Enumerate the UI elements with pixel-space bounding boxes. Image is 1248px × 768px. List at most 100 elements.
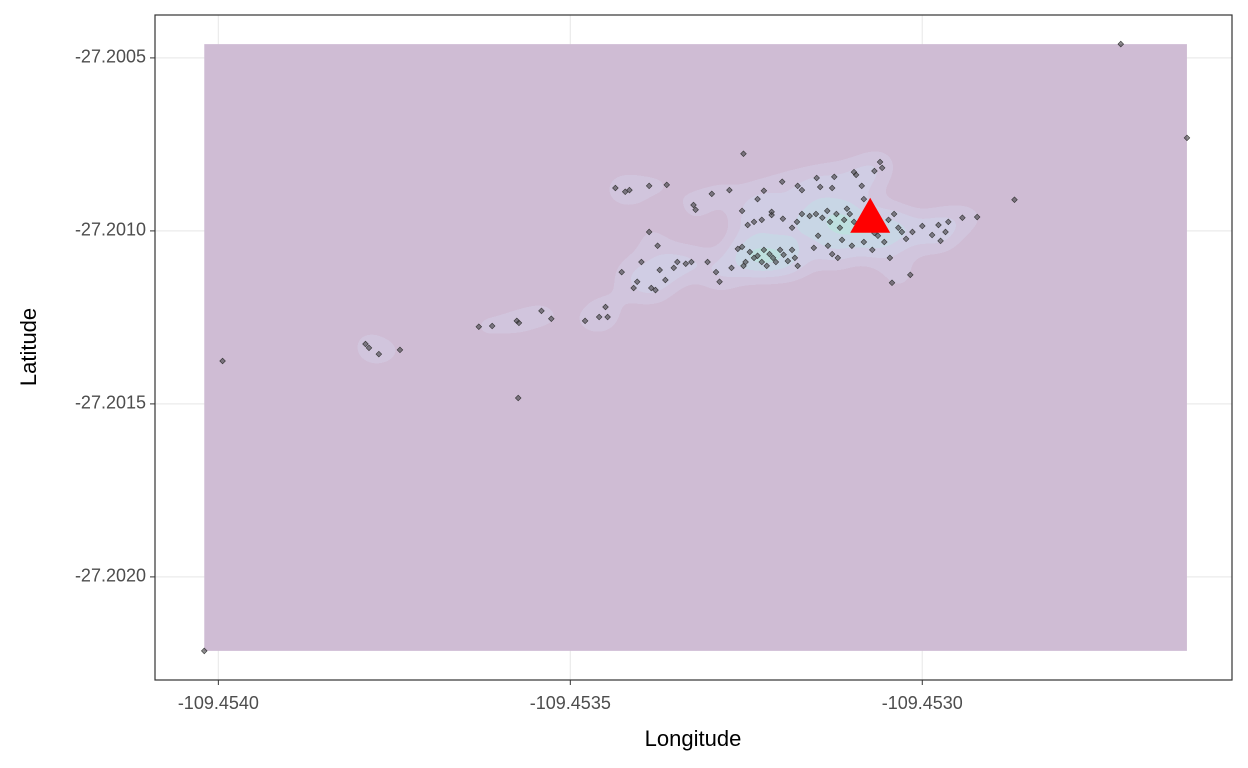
point xyxy=(648,284,655,292)
point xyxy=(907,271,914,279)
point xyxy=(645,228,653,236)
point xyxy=(618,268,625,276)
point xyxy=(810,244,818,252)
point xyxy=(750,218,758,226)
point xyxy=(935,221,942,229)
point xyxy=(630,284,637,292)
point xyxy=(942,228,949,236)
point xyxy=(688,258,695,266)
y-tick-label: -27.2015 xyxy=(75,393,146,413)
point xyxy=(769,254,777,262)
point xyxy=(973,213,981,221)
marker-triangle xyxy=(850,197,891,233)
point xyxy=(652,286,659,294)
point xyxy=(754,195,761,203)
point xyxy=(798,210,806,218)
y-tick-label: -27.2010 xyxy=(75,220,146,240)
point xyxy=(704,258,711,266)
point xyxy=(806,212,813,220)
point xyxy=(836,224,844,232)
point xyxy=(828,250,836,258)
point xyxy=(645,182,653,190)
point xyxy=(898,228,906,236)
point xyxy=(760,246,768,254)
point xyxy=(881,238,888,246)
point xyxy=(833,210,840,218)
point xyxy=(928,231,936,239)
point xyxy=(662,276,669,284)
point xyxy=(595,313,603,321)
point xyxy=(538,307,545,315)
density-base xyxy=(204,44,1187,651)
point xyxy=(670,264,678,272)
point xyxy=(937,237,944,245)
density-kernel xyxy=(1110,44,1131,55)
point xyxy=(692,206,699,214)
point xyxy=(858,182,865,190)
point xyxy=(602,303,609,311)
point xyxy=(874,232,882,239)
point xyxy=(654,242,661,250)
point xyxy=(788,246,796,254)
x-tick-label: -109.4535 xyxy=(530,693,611,713)
point xyxy=(726,186,733,194)
point xyxy=(626,186,633,194)
point xyxy=(871,167,878,175)
point xyxy=(742,258,749,266)
point xyxy=(850,218,858,226)
point xyxy=(878,164,886,172)
point xyxy=(772,258,780,266)
point xyxy=(758,258,766,266)
x-axis-title: Longitude xyxy=(645,726,742,751)
point xyxy=(744,221,751,229)
point xyxy=(788,224,796,232)
point xyxy=(819,214,826,222)
point xyxy=(813,174,820,182)
x-tick-label: -109.4530 xyxy=(882,693,963,713)
point xyxy=(708,190,716,198)
point xyxy=(780,251,787,259)
x-tick-label: -109.4540 xyxy=(178,693,259,713)
point xyxy=(663,181,671,189)
point xyxy=(793,218,801,226)
point xyxy=(488,322,496,330)
point xyxy=(831,173,838,181)
point xyxy=(738,243,746,251)
point xyxy=(633,278,641,286)
point xyxy=(886,254,894,262)
point xyxy=(712,268,720,276)
density xyxy=(204,44,1187,651)
point xyxy=(514,394,522,402)
point xyxy=(763,262,770,270)
point xyxy=(895,224,902,232)
point xyxy=(824,242,832,250)
point xyxy=(674,258,681,266)
point xyxy=(885,216,892,224)
point xyxy=(1183,134,1191,142)
point xyxy=(201,647,208,655)
point xyxy=(396,346,404,354)
point xyxy=(826,218,834,226)
point xyxy=(656,266,663,274)
point xyxy=(604,313,611,321)
point xyxy=(758,216,766,224)
point xyxy=(766,250,773,258)
point xyxy=(768,211,775,219)
point xyxy=(1117,40,1125,48)
point xyxy=(754,252,761,260)
density-layer xyxy=(204,44,1187,651)
point xyxy=(515,319,523,327)
point xyxy=(581,317,589,325)
point xyxy=(548,315,555,323)
point xyxy=(738,207,746,215)
point xyxy=(791,254,799,262)
point xyxy=(888,279,896,287)
point xyxy=(812,210,820,218)
point xyxy=(638,258,645,266)
point xyxy=(734,245,742,253)
point xyxy=(716,278,723,286)
panel-border xyxy=(154,14,1233,681)
point xyxy=(728,264,735,272)
